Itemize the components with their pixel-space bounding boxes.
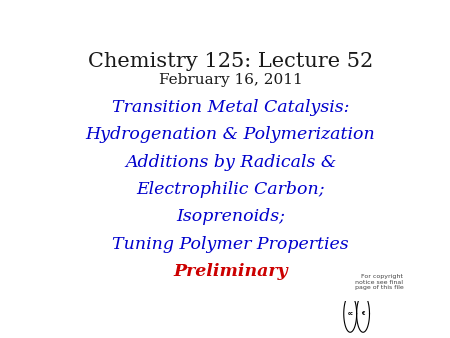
Text: cc: cc — [347, 311, 353, 316]
Text: Transition Metal Catalysis:: Transition Metal Catalysis: — [112, 99, 349, 116]
Text: February 16, 2011: February 16, 2011 — [159, 73, 302, 87]
Text: Additions by Radicals &: Additions by Radicals & — [125, 154, 336, 171]
Text: Preliminary: Preliminary — [173, 263, 288, 280]
Text: Isoprenoids;: Isoprenoids; — [176, 209, 285, 225]
Text: €: € — [361, 311, 365, 316]
Text: Tuning Polymer Properties: Tuning Polymer Properties — [112, 236, 349, 253]
Text: Hydrogenation & Polymerization: Hydrogenation & Polymerization — [86, 126, 375, 143]
Text: For copyright
notice see final
page of this file: For copyright notice see final page of t… — [355, 274, 403, 290]
Text: Electrophilic Carbon;: Electrophilic Carbon; — [136, 181, 325, 198]
Text: Chemistry 125: Lecture 52: Chemistry 125: Lecture 52 — [88, 52, 373, 71]
